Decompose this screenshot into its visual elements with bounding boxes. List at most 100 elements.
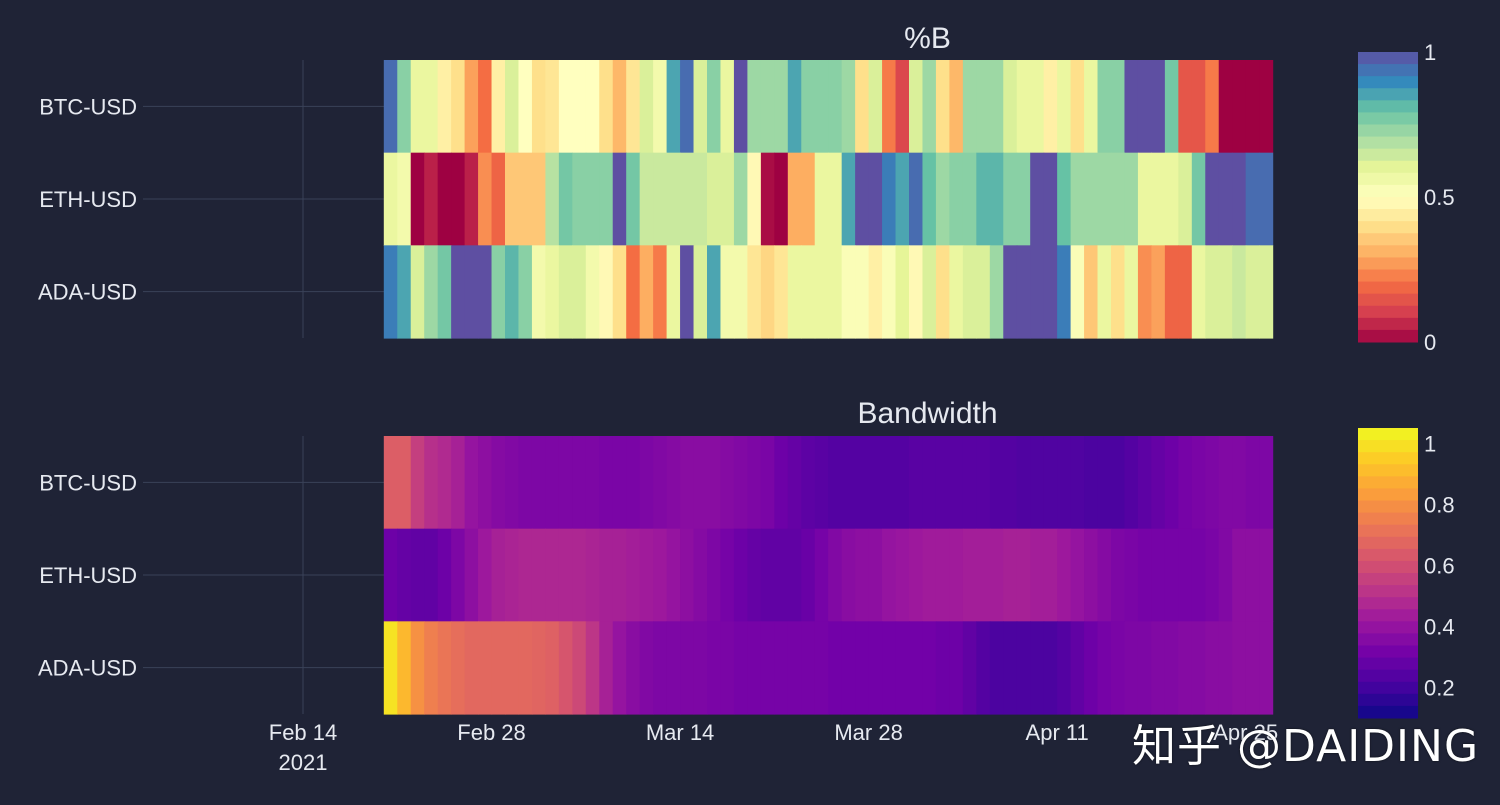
heatmap-cell xyxy=(935,621,950,715)
heatmap-cell xyxy=(1151,436,1166,530)
heatmap-cell xyxy=(505,621,520,715)
heatmap-cell xyxy=(895,60,910,154)
heatmap-cell xyxy=(1097,528,1112,622)
colorbar-step xyxy=(1358,488,1418,501)
heatmap-cell xyxy=(1218,621,1233,715)
heatmap-cell xyxy=(397,621,412,715)
colorbar-step xyxy=(1358,305,1418,319)
heatmap-cell xyxy=(841,436,856,530)
heatmap-cell xyxy=(922,60,937,154)
heatmap-cell xyxy=(464,245,479,339)
heatmap-cell xyxy=(1259,245,1274,339)
heatmap-cell xyxy=(1151,528,1166,622)
heatmap-cell xyxy=(1232,436,1247,530)
heatmap-cell xyxy=(451,60,466,154)
heatmap-cell xyxy=(922,528,937,622)
heatmap-cell xyxy=(1111,152,1126,246)
heatmap-cell xyxy=(558,60,573,154)
heatmap-cell xyxy=(814,60,829,154)
colorbar-step xyxy=(1358,124,1418,138)
colorbar-tick-label: 0 xyxy=(1424,330,1436,355)
heatmap-cell xyxy=(478,528,493,622)
heatmap-cell xyxy=(909,621,924,715)
heatmap-cell xyxy=(989,621,1004,715)
heatmap-cell xyxy=(383,528,398,622)
heatmap-cell xyxy=(1164,152,1179,246)
heatmap-cell xyxy=(1111,528,1126,622)
heatmap-cell xyxy=(989,60,1004,154)
colorbar-step xyxy=(1358,221,1418,234)
heatmap-cell xyxy=(895,528,910,622)
heatmap-cell xyxy=(828,528,843,622)
heatmap-cell xyxy=(962,436,977,530)
heatmap-cell xyxy=(760,152,775,246)
colorbar-step xyxy=(1358,428,1418,441)
heatmap-cell xyxy=(693,528,708,622)
heatmap-cell xyxy=(558,621,573,715)
heatmap-cell xyxy=(612,621,627,715)
heatmap-cell xyxy=(922,436,937,530)
heatmap-cell xyxy=(801,528,816,622)
heatmap-cell xyxy=(1259,621,1274,715)
colorbar-step xyxy=(1358,500,1418,514)
colorbar-step xyxy=(1358,681,1418,695)
heatmap-cell xyxy=(787,436,802,530)
heatmap-cell xyxy=(1016,152,1031,246)
heatmap-cell xyxy=(1232,60,1247,154)
heatmap-cell xyxy=(531,152,546,246)
heatmap-cell xyxy=(855,152,870,246)
heatmap-cell xyxy=(1043,60,1058,154)
heatmap-cell xyxy=(1057,152,1072,246)
heatmap-cell xyxy=(424,621,439,715)
heatmap-cell xyxy=(801,245,816,339)
heatmap-cell xyxy=(585,60,600,154)
heatmap-cell xyxy=(437,152,452,246)
heatmap-cell xyxy=(909,245,924,339)
heatmap-cell xyxy=(531,621,546,715)
heatmap-cell xyxy=(666,621,681,715)
heatmap-cell xyxy=(1111,621,1126,715)
heatmap-cell xyxy=(639,621,654,715)
heatmap-cell xyxy=(1070,152,1085,246)
heatmap-cell xyxy=(410,245,425,339)
heatmap-cell xyxy=(1124,152,1139,246)
heatmap-cell xyxy=(585,528,600,622)
colorbar-step xyxy=(1358,657,1418,671)
heatmap-cell xyxy=(801,60,816,154)
heatmap-cell xyxy=(1205,245,1220,339)
heatmap-cell xyxy=(1191,60,1206,154)
heatmap-cell xyxy=(935,152,950,246)
heatmap-cell xyxy=(424,436,439,530)
heatmap-cell xyxy=(1097,152,1112,246)
colorbar-step xyxy=(1358,645,1418,659)
colorbar-step xyxy=(1358,512,1418,526)
heatmap-cell xyxy=(1137,621,1152,715)
heatmap-cell xyxy=(639,152,654,246)
heatmap-cell xyxy=(720,152,735,246)
heatmap-cell xyxy=(1030,60,1045,154)
heatmap-cell xyxy=(989,528,1004,622)
colorbar-step xyxy=(1358,233,1418,246)
colorbar-tick-label: 0.4 xyxy=(1424,614,1455,639)
heatmap-cell xyxy=(1111,436,1126,530)
colorbar-step xyxy=(1358,257,1418,270)
heatmap-cell xyxy=(1137,528,1152,622)
heatmap-cell xyxy=(1164,60,1179,154)
heatmap-cell xyxy=(424,528,439,622)
y-tick-label: ADA-USD xyxy=(38,280,137,305)
heatmap-cell xyxy=(653,245,668,339)
heatmap-cell xyxy=(720,528,735,622)
heatmap-cell xyxy=(491,528,506,622)
heatmap-cell xyxy=(855,60,870,154)
heatmap-cell xyxy=(976,436,991,530)
heatmap-cell xyxy=(1191,436,1206,530)
heatmap-cell xyxy=(828,152,843,246)
colorbar-step xyxy=(1358,136,1418,150)
heatmap-cell xyxy=(814,621,829,715)
heatmap-cell xyxy=(1057,245,1072,339)
colorbar-step xyxy=(1358,464,1418,477)
chart-title: %B xyxy=(904,22,951,55)
heatmap-cell xyxy=(801,436,816,530)
heatmap-cell xyxy=(1151,152,1166,246)
y-tick-label: BTC-USD xyxy=(39,470,137,495)
